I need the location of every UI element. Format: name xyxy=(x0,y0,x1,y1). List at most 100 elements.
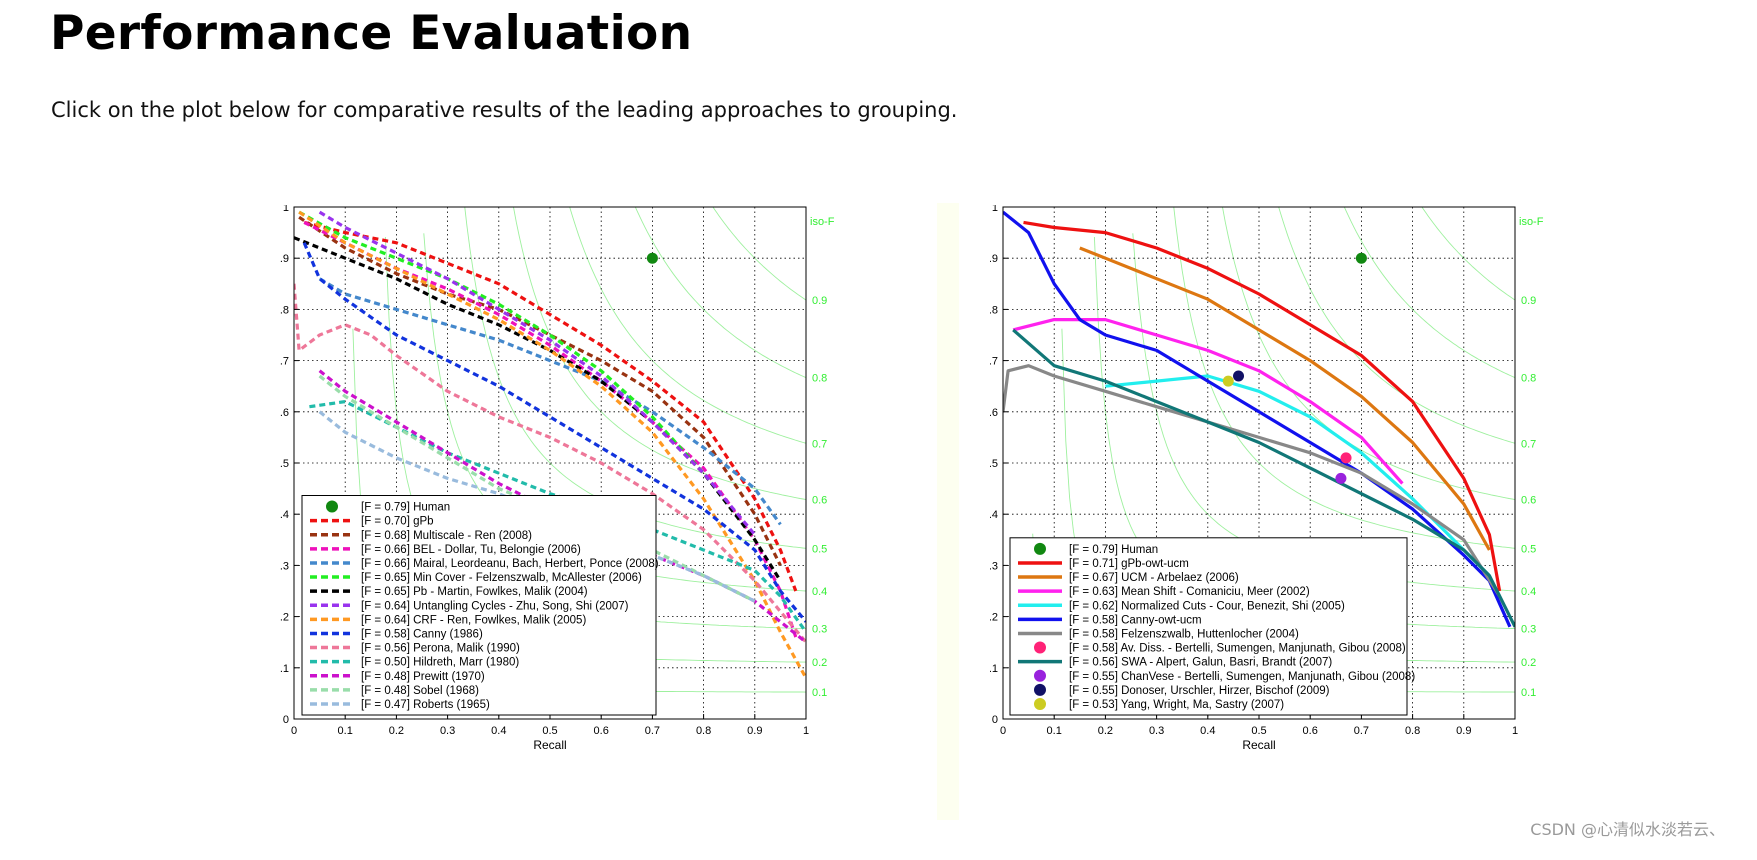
iso-f-label: 0.5 xyxy=(812,543,827,555)
series-line-1 xyxy=(1023,220,1502,592)
iso-f-curve xyxy=(712,207,806,301)
legend-entry-0: [F = 0.79] Human xyxy=(1069,544,1158,556)
iso-f-curve xyxy=(1222,207,1515,501)
x-tick-label: 0.7 xyxy=(645,725,660,737)
iso-f-label: 0.1 xyxy=(1521,687,1536,699)
y-tick-label: 0 xyxy=(283,714,289,726)
chart-right-svg: 0.1 0.2 0.3 0.4 0.5 0.6 0.7 0.8 0.9 iso-F 0 0.1 0.2 0… xyxy=(966,202,1544,752)
iso-f-label: 0.2 xyxy=(812,657,827,669)
iso-f-label: 0.7 xyxy=(812,438,827,450)
series-point-7 xyxy=(1340,452,1352,464)
x-tick-label: 0 xyxy=(1000,725,1006,737)
y-tick-label: 0.4 xyxy=(280,509,289,521)
x-axis-label: Recall xyxy=(533,738,566,752)
series-line-9 xyxy=(302,242,806,623)
legend-entry-3: [F = 0.63] Mean Shift - Comaniciu, Meer … xyxy=(1069,586,1310,598)
y-tick-label: 0.2 xyxy=(280,612,289,624)
iso-f-title: iso-F xyxy=(810,216,835,228)
legend-entry-2: [F = 0.68] Multiscale - Ren (2008) xyxy=(361,530,532,542)
legend-entry-6: [F = 0.65] Pb - Martin, Fowlkes, Malik (… xyxy=(361,586,588,598)
x-tick-label: 0.1 xyxy=(338,725,353,737)
iso-f-label: 0.2 xyxy=(1521,657,1536,669)
series-point-9 xyxy=(1335,472,1347,484)
series-line-8 xyxy=(298,210,806,679)
iso-f-label: 0.5 xyxy=(1521,543,1536,555)
bsds-precision-recall-plot-left[interactable]: 0.1 0.2 0.3 0.4 0.5 0.6 0.7 0.8 0.9 iso-F 0 0.1 0.2 0… xyxy=(257,202,920,825)
series-point-11 xyxy=(1222,375,1234,387)
y-tick-label: 0.8 xyxy=(280,304,289,316)
x-tick-label: 1 xyxy=(1512,725,1518,737)
iso-f-curve xyxy=(1343,207,1515,379)
legend-marker-7 xyxy=(1034,641,1046,654)
series-line-5 xyxy=(1003,210,1512,628)
intro-text: Click on the plot below for comparative … xyxy=(51,98,958,122)
bsds-precision-recall-plot-right[interactable]: 0.1 0.2 0.3 0.4 0.5 0.6 0.7 0.8 0.9 iso-F 0 0.1 0.2 0… xyxy=(966,202,1640,825)
y-tick-label: 0.3 xyxy=(280,560,289,572)
iso-f-label: 0.1 xyxy=(812,687,827,699)
legend-box xyxy=(1009,537,1408,716)
y-tick-label: 0.8 xyxy=(990,304,998,316)
series-line-13 xyxy=(318,374,756,603)
series-line-7 xyxy=(318,210,757,536)
legend-entry-7: [F = 0.58] Av. Diss. - Bertelli, Sumenge… xyxy=(1069,643,1406,655)
x-tick-label: 0.1 xyxy=(1047,725,1062,737)
iso-f-label: 0.7 xyxy=(1521,438,1536,450)
legend-marker-10 xyxy=(1034,683,1046,696)
legend-entry-12: [F = 0.48] Prewitt (1970) xyxy=(361,671,485,683)
legend-box xyxy=(301,495,657,716)
watermark: CSDN @心清似水淡若云、 xyxy=(1530,820,1725,839)
y-tick-label: 0.2 xyxy=(990,612,998,624)
x-tick-label: 0.9 xyxy=(1456,725,1471,737)
y-tick-label: 0.7 xyxy=(280,356,289,368)
iso-f-label: 0.3 xyxy=(812,624,827,636)
legend-entry-4: [F = 0.66] Mairal, Leordeanu, Bach, Herb… xyxy=(361,558,659,570)
y-tick-label: 0.5 xyxy=(280,458,289,470)
x-tick-label: 0.2 xyxy=(1098,725,1113,737)
y-tick-label: 0.3 xyxy=(990,560,998,572)
legend-marker-0 xyxy=(1034,542,1046,555)
y-tick-label: 0.1 xyxy=(990,663,998,675)
iso-f-title: iso-F xyxy=(1519,216,1544,228)
legend-entry-5: [F = 0.58] Canny-owt-ucm xyxy=(1069,614,1202,626)
page-title: Performance Evaluation xyxy=(50,6,693,61)
iso-f-label: 0.8 xyxy=(1521,373,1536,385)
legend-entry-9: [F = 0.58] Canny (1986) xyxy=(361,628,483,640)
x-tick-label: 0.8 xyxy=(696,725,711,737)
legend-entry-9: [F = 0.55] ChanVese - Bertelli, Sumengen… xyxy=(1069,671,1415,683)
x-tick-label: 1 xyxy=(803,725,809,737)
legend-entry-8: [F = 0.56] SWA - Alpert, Galun, Basri, B… xyxy=(1069,657,1332,669)
plot-separator xyxy=(937,203,959,820)
legend-entry-11: [F = 0.50] Hildreth, Marr (1980) xyxy=(361,657,519,669)
legend-entry-13: [F = 0.48] Sobel (1968) xyxy=(361,685,479,697)
y-tick-label: 0.5 xyxy=(990,458,998,470)
legend-entry-6: [F = 0.58] Felzenszwalb, Huttenlocher (2… xyxy=(1069,628,1299,640)
y-tick-label: 0 xyxy=(992,714,998,726)
x-axis-label: Recall xyxy=(1242,738,1275,752)
y-tick-label: 0.7 xyxy=(990,356,998,368)
legend-entry-5: [F = 0.65] Min Cover - Felzenszwalb, McA… xyxy=(361,572,642,584)
y-tick-label: 1 xyxy=(283,205,289,214)
legend-entry-1: [F = 0.70] gPb xyxy=(361,516,434,528)
legend-entry-10: [F = 0.55] Donoser, Urschler, Hirzer, Bi… xyxy=(1069,685,1330,697)
x-tick-label: 0.6 xyxy=(1303,725,1318,737)
legend-entry-8: [F = 0.64] CRF - Ren, Fowlkes, Malik (20… xyxy=(361,614,586,626)
y-tick-label: 0.6 xyxy=(280,407,289,419)
series-point-10 xyxy=(1233,370,1245,382)
legend-entry-0: [F = 0.79] Human xyxy=(361,502,450,514)
legend-entry-3: [F = 0.66] BEL - Dollar, Tu, Belongie (2… xyxy=(361,544,581,556)
series-line-8 xyxy=(1012,328,1515,628)
iso-f-curve xyxy=(1421,207,1515,301)
legend-marker-9 xyxy=(1034,669,1046,682)
x-tick-label: 0.3 xyxy=(1149,725,1164,737)
iso-f-curve xyxy=(569,207,806,444)
series-line-2 xyxy=(1079,246,1491,551)
series-point-0 xyxy=(1355,252,1367,264)
iso-f-curve xyxy=(1278,207,1515,444)
iso-f-curve xyxy=(1173,207,1515,549)
series-line-1 xyxy=(303,220,798,592)
x-tick-label: 0.3 xyxy=(440,725,455,737)
x-tick-label: 0.6 xyxy=(594,725,609,737)
series-line-4 xyxy=(1105,374,1491,577)
legend-entry-11: [F = 0.53] Yang, Wright, Ma, Sastry (200… xyxy=(1069,699,1284,711)
x-tick-label: 0.4 xyxy=(1200,725,1215,737)
